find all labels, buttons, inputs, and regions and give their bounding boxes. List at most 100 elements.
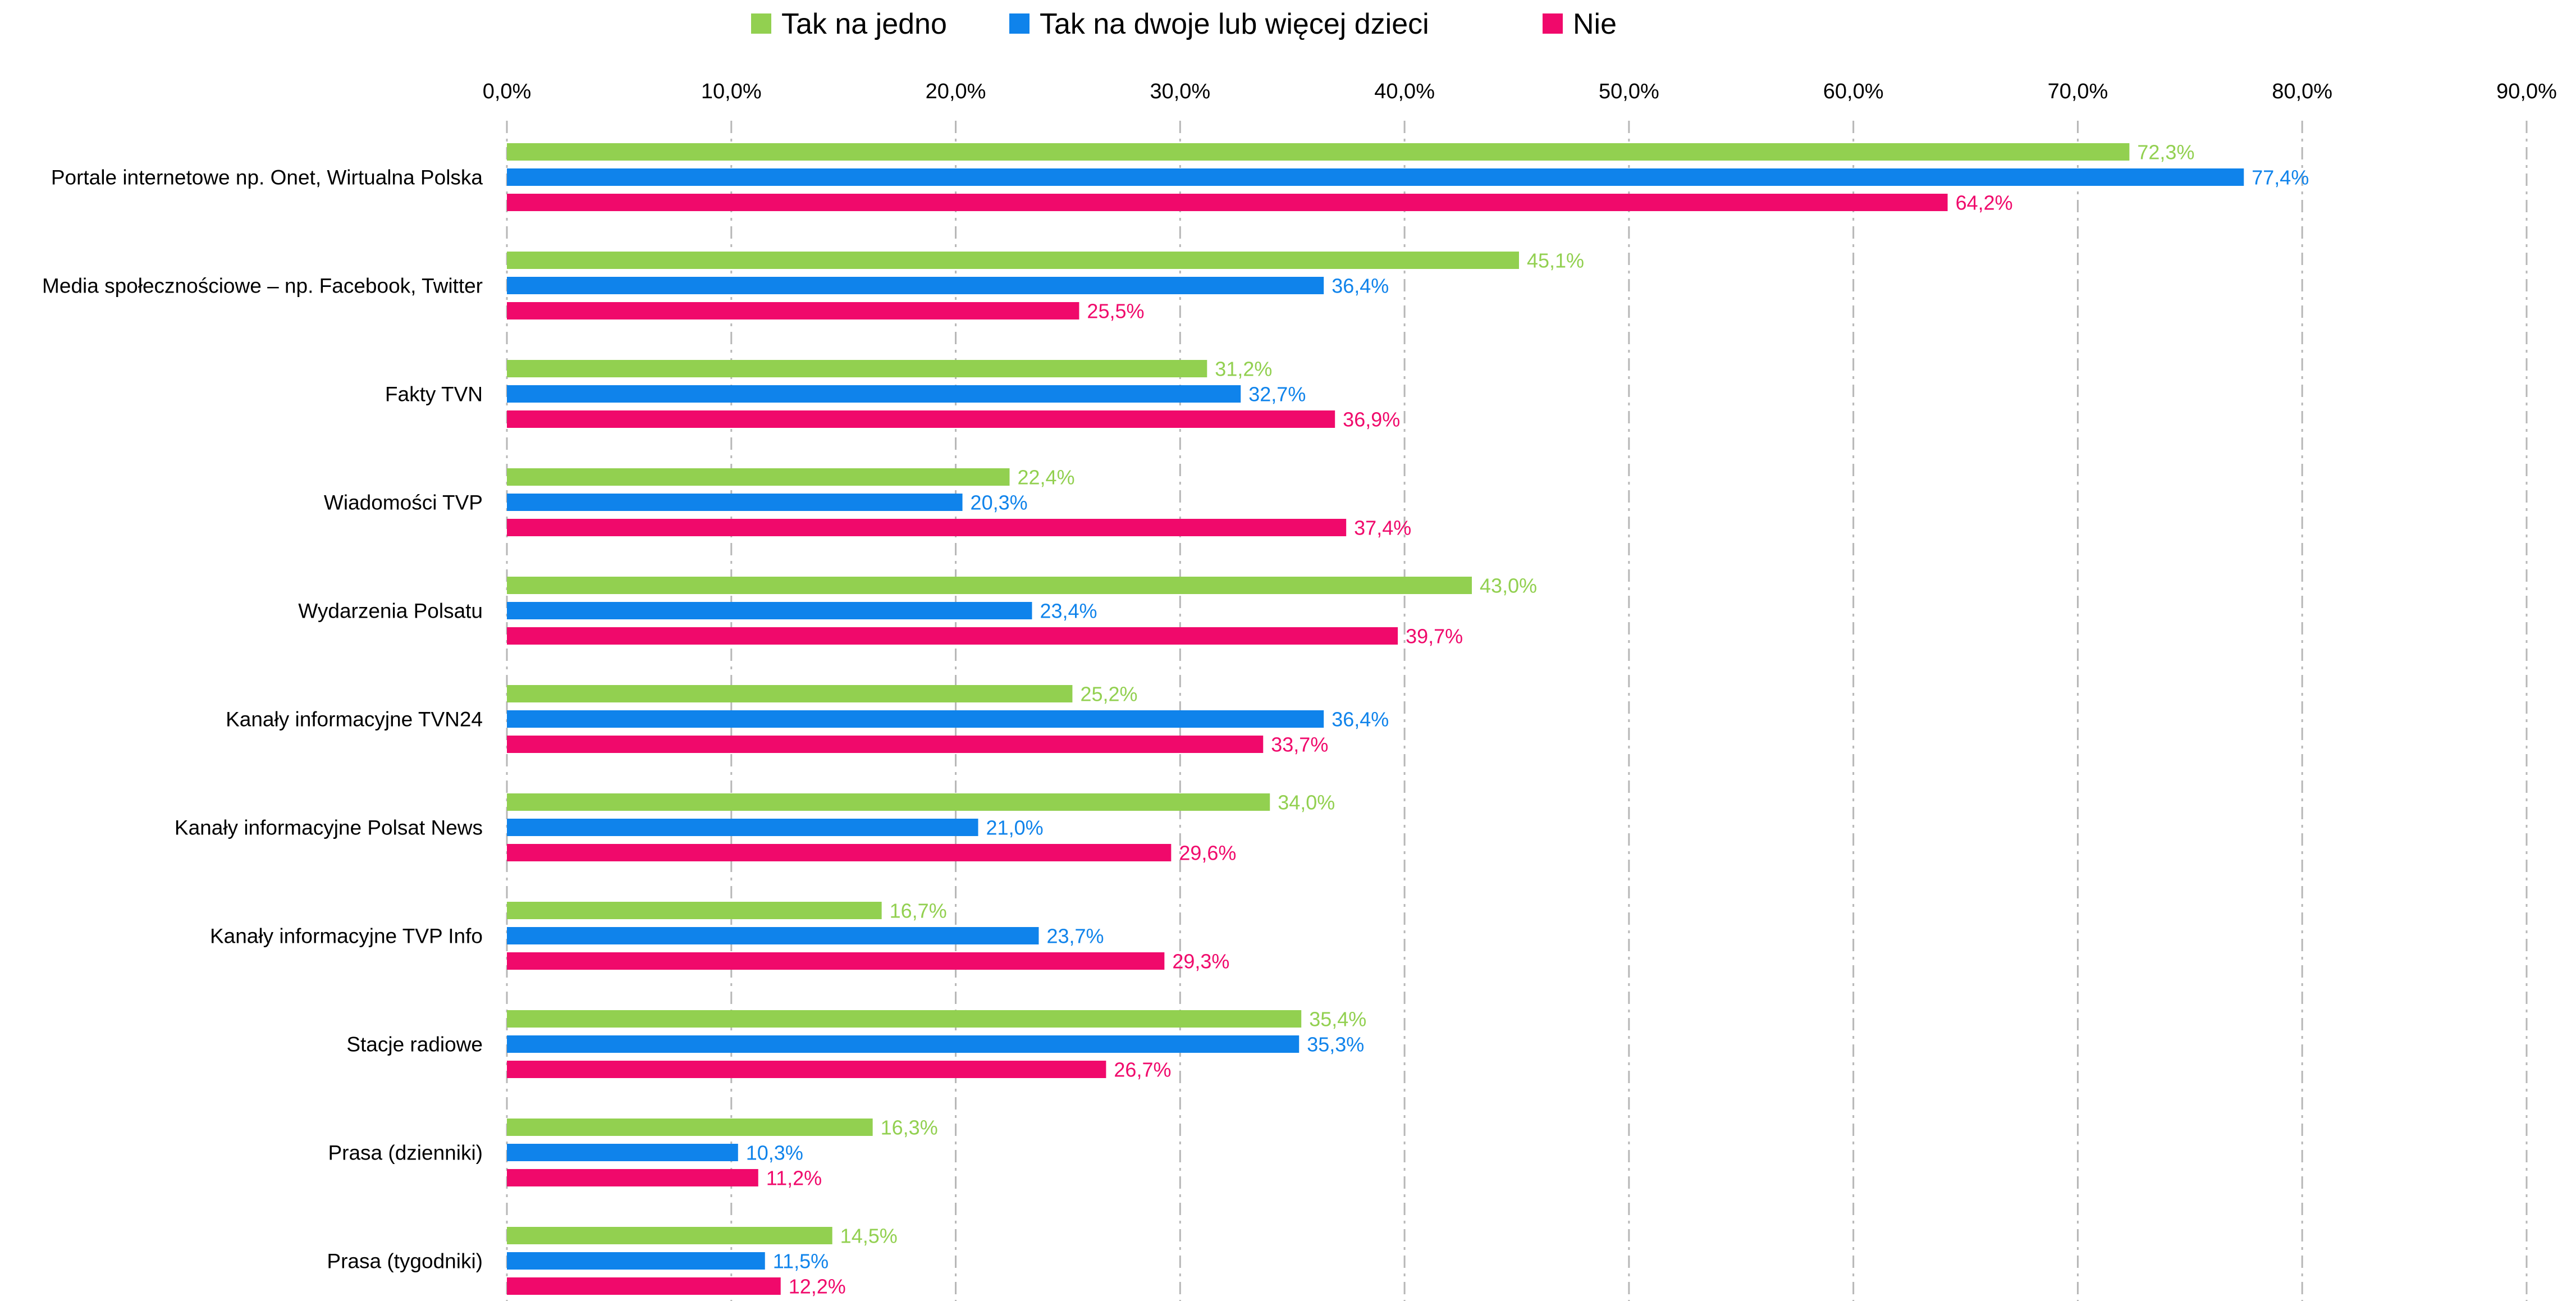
category-label: Kanały informacyjne Polsat News (175, 816, 483, 839)
category-label: Wiadomości TVP (324, 491, 483, 514)
data-label: 36,4% (1332, 708, 1389, 731)
data-label: 77,4% (2252, 166, 2309, 189)
category-label: Fakty TVN (385, 383, 483, 406)
data-label: 10,3% (746, 1142, 803, 1165)
data-label: 25,5% (1087, 300, 1144, 323)
x-tick-label: 60,0% (1823, 80, 1884, 103)
bar (507, 494, 963, 511)
bar (507, 1061, 1106, 1078)
bar (507, 1010, 1302, 1028)
legend-label: Tak na jedno (781, 8, 947, 40)
category-label: Wydarzenia Polsatu (298, 600, 483, 623)
data-label: 64,2% (1956, 191, 2013, 214)
labels-layer: 72,3% 77,4% 64,2% 45,1% 36,4% 25,5% 31,2%32,7%… (746, 141, 2309, 1298)
bar (507, 277, 1324, 294)
legend-label: Nie (1573, 8, 1617, 40)
legend-label: Tak na dwoje lub więcej dzieci (1040, 8, 1429, 40)
data-label: 72,3% (2137, 141, 2194, 164)
legend-swatch (1543, 13, 1563, 34)
bar (507, 902, 882, 919)
data-label: 25,2% (1080, 683, 1137, 706)
x-tick-labels: 0,0% 10,0% 20,0% 30,0% 40,0% 50,0% 60,0% 70,0% 8… (483, 80, 2557, 103)
category-label: Portale internetowe np. Onet, Wirtualna … (51, 166, 483, 189)
bar (507, 1252, 765, 1270)
legend-swatch (1009, 13, 1030, 34)
bar (507, 1035, 1300, 1053)
data-label: 43,0% (1480, 574, 1537, 597)
bar (507, 627, 1398, 645)
x-tick-label: 50,0% (1599, 80, 1659, 103)
data-label: 23,7% (1046, 925, 1104, 948)
bar (507, 952, 1165, 970)
category-label: Media społecznościowe – np. Facebook, Tw… (42, 275, 483, 298)
data-label: 35,3% (1307, 1033, 1364, 1056)
bar (507, 1277, 781, 1295)
bar (507, 1144, 738, 1161)
x-tick-label: 30,0% (1150, 80, 1210, 103)
bar (507, 685, 1073, 702)
data-label: 29,6% (1179, 842, 1236, 865)
data-label: 21,0% (986, 816, 1044, 839)
x-tick-label: 70,0% (2048, 80, 2108, 103)
bar (507, 1227, 832, 1244)
data-label: 32,7% (1248, 383, 1306, 406)
bar (507, 819, 978, 836)
bars-layer (507, 143, 2244, 1295)
data-label: 45,1% (1527, 249, 1584, 272)
data-label: 16,3% (881, 1116, 938, 1139)
data-label: 20,3% (971, 491, 1028, 514)
bar (507, 302, 1079, 319)
category-label: Prasa (tygodniki) (327, 1250, 483, 1273)
bar (507, 1169, 758, 1186)
x-tick-label: 40,0% (1374, 80, 1435, 103)
data-label: 34,0% (1278, 791, 1335, 814)
x-tick-label: 10,0% (701, 80, 762, 103)
data-label: 31,2% (1215, 358, 1272, 381)
bar (507, 194, 1948, 211)
category-label: Kanały informacyjne TVP Info (210, 925, 483, 948)
data-label: 12,2% (789, 1275, 846, 1298)
bar (507, 577, 1472, 594)
data-label: 26,7% (1114, 1058, 1171, 1081)
x-tick-label: 20,0% (926, 80, 986, 103)
data-label: 33,7% (1271, 733, 1328, 756)
x-tick-label: 0,0% (483, 80, 532, 103)
bar (507, 736, 1264, 753)
bar (507, 252, 1519, 269)
category-label: Kanały informacyjne TVN24 (226, 708, 483, 731)
bar (507, 927, 1039, 944)
data-label: 37,4% (1354, 517, 1411, 540)
x-tick-label: 90,0% (2496, 80, 2557, 103)
data-label: 22,4% (1018, 466, 1075, 489)
category-label: Stacje radiowe (346, 1033, 483, 1056)
data-label: 11,2% (766, 1167, 822, 1190)
data-label: 11,5% (773, 1250, 829, 1273)
category-labels: Portale internetowe np. Onet, Wirtualna … (42, 166, 483, 1273)
data-label: 36,9% (1343, 408, 1400, 431)
category-label: Prasa (dzienniki) (328, 1142, 483, 1165)
bar (507, 844, 1172, 861)
bar (507, 1119, 873, 1136)
legend: Tak na jedno Tak na dwoje lub więcej dzie… (751, 8, 1617, 40)
data-label: 39,7% (1406, 625, 1463, 648)
x-tick-label: 80,0% (2272, 80, 2332, 103)
data-label: 29,3% (1172, 950, 1229, 973)
data-label: 16,7% (890, 900, 947, 923)
bar (507, 410, 1335, 428)
legend-swatch (751, 13, 771, 34)
data-label: 35,4% (1309, 1008, 1366, 1031)
bar (507, 793, 1270, 811)
bar (507, 360, 1207, 377)
bar (507, 468, 1010, 486)
bar (507, 710, 1324, 728)
bar (507, 385, 1241, 403)
data-label: 23,4% (1040, 600, 1097, 623)
bar (507, 602, 1032, 619)
bar (507, 143, 2130, 161)
bar (507, 168, 2244, 186)
bar (507, 519, 1347, 536)
data-label: 14,5% (840, 1225, 898, 1248)
data-label: 36,4% (1332, 275, 1389, 298)
